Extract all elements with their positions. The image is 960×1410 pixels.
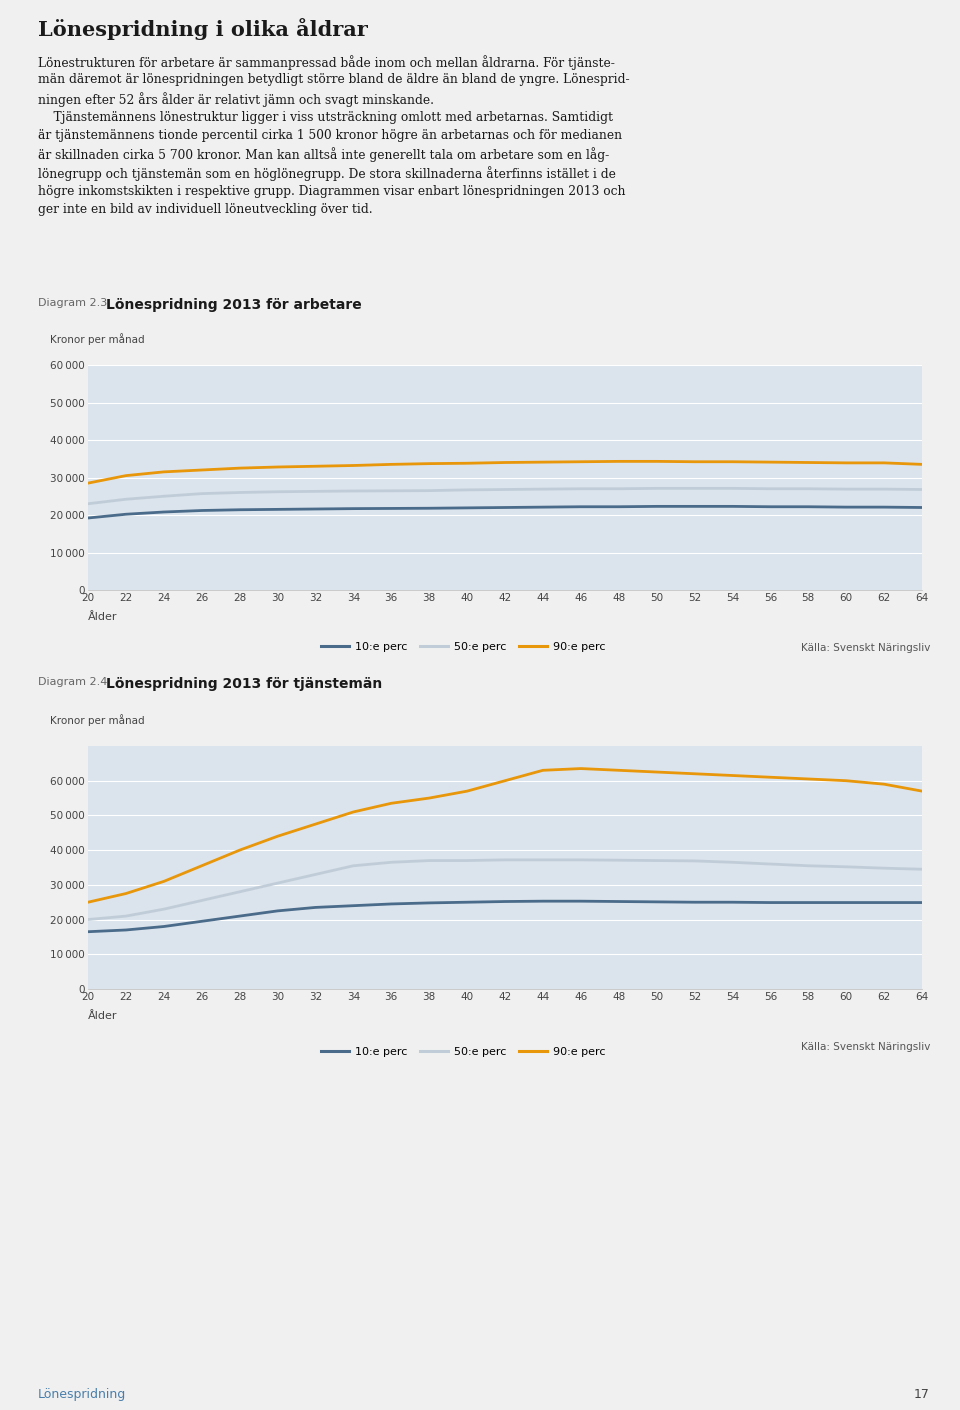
Text: Källa: Svenskt Näringsliv: Källa: Svenskt Näringsliv — [801, 643, 930, 653]
Text: Lönespridning 2013 för tjänstemän: Lönespridning 2013 för tjänstemän — [106, 677, 382, 691]
Legend: 10:e perc, 50:e perc, 90:e perc: 10:e perc, 50:e perc, 90:e perc — [317, 637, 610, 657]
Text: Kronor per månad: Kronor per månad — [50, 333, 145, 345]
Text: Diagram 2.4: Diagram 2.4 — [38, 677, 108, 687]
Text: Kronor per månad: Kronor per månad — [50, 713, 145, 726]
Text: ningen efter 52 års ålder är relativt jämn och svagt minskande.: ningen efter 52 års ålder är relativt jä… — [38, 92, 434, 107]
Text: Ålder: Ålder — [88, 612, 117, 622]
Text: Källa: Svenskt Näringsliv: Källa: Svenskt Näringsliv — [801, 1042, 930, 1052]
Text: Tjänstemännens lönestruktur ligger i viss utsträckning omlott med arbetarnas. Sa: Tjänstemännens lönestruktur ligger i vis… — [38, 110, 613, 124]
Text: Lönestrukturen för arbetare är sammanpressad både inom och mellan åldrarna. För : Lönestrukturen för arbetare är sammanpre… — [38, 55, 614, 70]
Text: män däremot är lönespridningen betydligt större bland de äldre än bland de yngre: män däremot är lönespridningen betydligt… — [38, 73, 630, 86]
Text: Lönespridning: Lönespridning — [38, 1387, 127, 1402]
Text: Lönespridning i olika åldrar: Lönespridning i olika åldrar — [38, 18, 368, 39]
Text: är tjänstemännens tionde percentil cirka 1 500 kronor högre än arbetarnas och fö: är tjänstemännens tionde percentil cirka… — [38, 128, 622, 142]
Text: Diagram 2.3: Diagram 2.3 — [38, 298, 108, 307]
Legend: 10:e perc, 50:e perc, 90:e perc: 10:e perc, 50:e perc, 90:e perc — [317, 1042, 610, 1062]
Text: högre inkomstskikten i respektive grupp. Diagrammen visar enbart lönespridningen: högre inkomstskikten i respektive grupp.… — [38, 185, 626, 197]
Text: 17: 17 — [914, 1387, 930, 1402]
Text: ger inte en bild av individuell löneutveckling över tid.: ger inte en bild av individuell löneutve… — [38, 203, 372, 216]
Text: lönegrupp och tjänstemän som en höglönegrupp. De stora skillnaderna återfinns is: lönegrupp och tjänstemän som en höglöneg… — [38, 166, 616, 180]
Text: Lönespridning 2013 för arbetare: Lönespridning 2013 för arbetare — [106, 298, 362, 312]
Text: är skillnaden cirka 5 700 kronor. Man kan alltså inte generellt tala om arbetare: är skillnaden cirka 5 700 kronor. Man ka… — [38, 148, 610, 162]
Text: Ålder: Ålder — [88, 1011, 117, 1021]
